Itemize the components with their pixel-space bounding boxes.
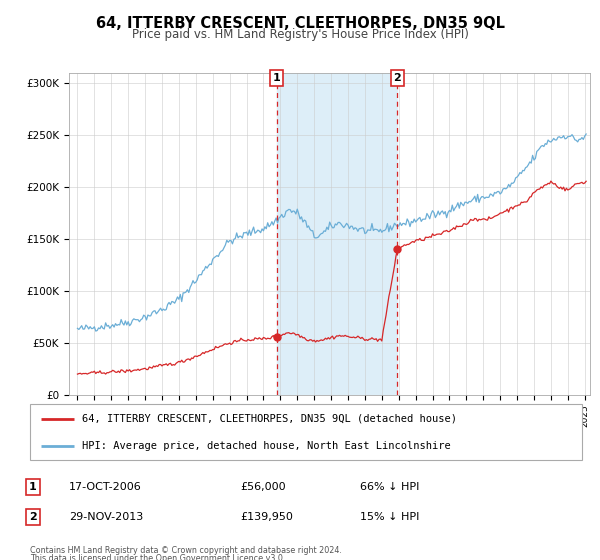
Text: This data is licensed under the Open Government Licence v3.0.: This data is licensed under the Open Gov… [30,554,286,560]
Text: 2: 2 [29,512,37,522]
Text: 66% ↓ HPI: 66% ↓ HPI [360,482,419,492]
Text: Price paid vs. HM Land Registry's House Price Index (HPI): Price paid vs. HM Land Registry's House … [131,28,469,41]
Text: HPI: Average price, detached house, North East Lincolnshire: HPI: Average price, detached house, Nort… [82,441,451,451]
Text: 1: 1 [29,482,37,492]
Text: 64, ITTERBY CRESCENT, CLEETHORPES, DN35 9QL: 64, ITTERBY CRESCENT, CLEETHORPES, DN35 … [95,16,505,31]
Text: 1: 1 [273,73,281,83]
Text: 2: 2 [394,73,401,83]
Text: 15% ↓ HPI: 15% ↓ HPI [360,512,419,522]
Text: £139,950: £139,950 [240,512,293,522]
Bar [277,73,397,395]
Text: £56,000: £56,000 [240,482,286,492]
Text: 17-OCT-2006: 17-OCT-2006 [69,482,142,492]
Text: 64, ITTERBY CRESCENT, CLEETHORPES, DN35 9QL (detached house): 64, ITTERBY CRESCENT, CLEETHORPES, DN35 … [82,414,457,424]
Text: Contains HM Land Registry data © Crown copyright and database right 2024.: Contains HM Land Registry data © Crown c… [30,546,342,555]
Text: 29-NOV-2013: 29-NOV-2013 [69,512,143,522]
